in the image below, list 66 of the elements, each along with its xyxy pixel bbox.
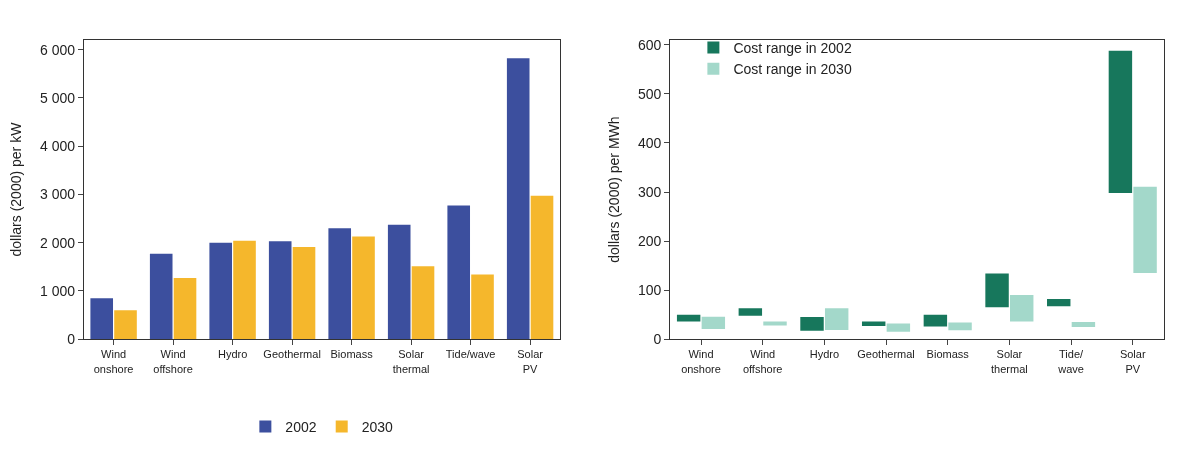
x-tick-label: Hydro (217, 348, 248, 361)
bar (352, 236, 375, 340)
y-tick-label: 6 000 (40, 41, 76, 58)
y-tick-label: 300 (638, 183, 662, 200)
bar (530, 195, 554, 340)
bar (268, 241, 292, 340)
y-tick-label: 400 (638, 134, 662, 151)
bar (1047, 298, 1071, 307)
x-tick-label: Geothermal (857, 348, 915, 361)
bar (173, 277, 197, 340)
x-tick-label: Tide/wave (445, 348, 496, 361)
bar (90, 298, 114, 340)
bar (701, 316, 726, 329)
bar (328, 228, 352, 340)
x-tick-label: Wind onshore (681, 348, 721, 375)
bar (209, 242, 233, 340)
x-tick-label: Solar thermal (991, 348, 1028, 375)
x-tick-label: Tide/ wave (1057, 348, 1085, 375)
y-axis-title: dollars (2000) per MWh (605, 116, 622, 263)
x-tick-label: Solar PV (1119, 348, 1146, 375)
legend-label: Cost range in 2030 (733, 61, 852, 78)
bar (387, 224, 411, 340)
bar (676, 314, 701, 322)
bar (923, 314, 948, 327)
y-tick-label: 3 000 (40, 186, 76, 203)
bar (948, 322, 972, 331)
bar (824, 308, 849, 330)
x-tick-label: Solar PV (517, 348, 544, 375)
bar (738, 308, 763, 316)
y-tick-label: 1 000 (40, 282, 76, 299)
legend-label: 2002 (285, 419, 317, 436)
bar (233, 240, 256, 340)
x-tick-label: Hydro (809, 348, 840, 361)
x-tick-label: Wind onshore (93, 348, 134, 375)
y-tick-label: 0 (653, 331, 662, 348)
x-tick-label: Wind offshore (742, 348, 783, 375)
bar (985, 273, 1009, 308)
y-tick-label: 2 000 (40, 234, 76, 251)
bar (1071, 322, 1096, 327)
y-tick-label: 5 000 (40, 89, 76, 106)
bar (1108, 50, 1133, 194)
y-tick-label: 200 (638, 232, 662, 249)
bar (800, 317, 824, 331)
bar (149, 253, 173, 340)
y-tick-label: 600 (638, 36, 662, 53)
bar (1010, 295, 1034, 322)
y-tick-label: 100 (638, 282, 662, 299)
x-tick-label: Geothermal (263, 348, 321, 361)
x-tick-label: Biomass (926, 348, 970, 361)
x-tick-label: Solar thermal (392, 348, 430, 375)
y-tick-label: 4 000 (40, 138, 76, 155)
x-tick-label: Biomass (330, 348, 374, 361)
legend-label: Cost range in 2002 (733, 40, 852, 57)
bar (292, 247, 316, 340)
y-tick-label: 0 (67, 331, 76, 348)
legend-label: 2030 (361, 419, 394, 436)
bar (1133, 186, 1157, 273)
bar (471, 274, 494, 340)
bar (506, 58, 530, 340)
bar (114, 310, 137, 340)
y-tick-label: 500 (638, 85, 662, 102)
bar (447, 205, 471, 340)
x-tick-label: Wind offshore (153, 348, 193, 375)
bar (886, 323, 911, 332)
bar (411, 266, 435, 340)
y-axis-title: dollars (2000) per kW (7, 121, 24, 257)
